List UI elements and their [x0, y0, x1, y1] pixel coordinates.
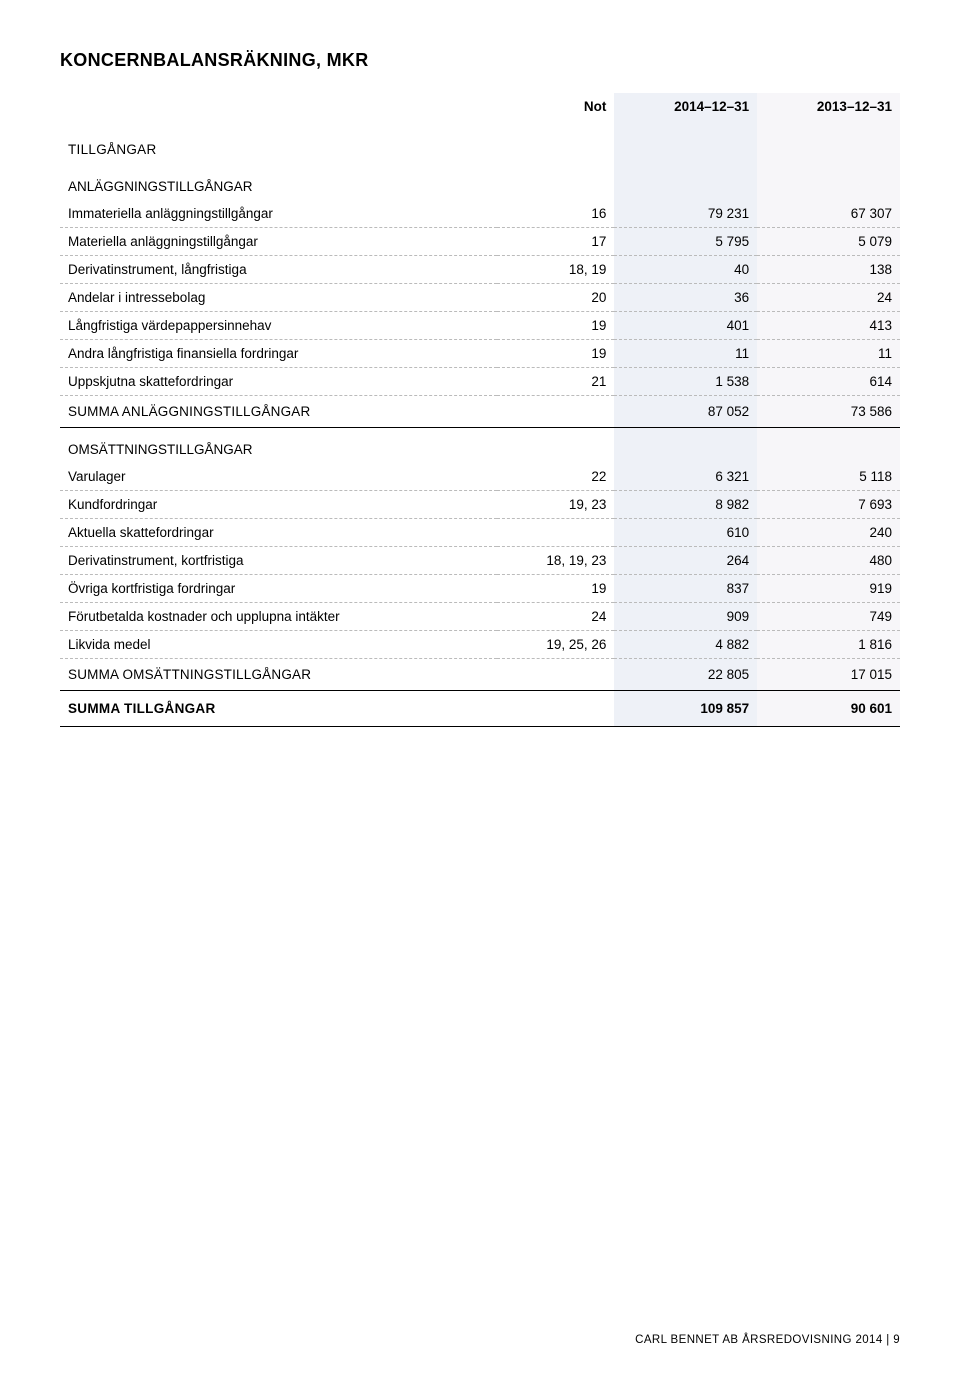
table-header-row: Not 2014–12–31 2013–12–31 — [60, 93, 900, 124]
row-note — [497, 519, 615, 547]
col-header-empty — [60, 93, 497, 124]
row-note: 18, 19 — [497, 256, 615, 284]
row-c1: 837 — [614, 575, 757, 603]
page-footer: CARL BENNET AB ÅRSREDOVISNING 2014 | 9 — [635, 1334, 900, 1346]
row-label: Derivatinstrument, långfristiga — [60, 256, 497, 284]
subhead-oms: OMSÄTTNINGSTILLGÅNGAR — [60, 428, 900, 464]
page-title: KONCERNBALANSRÄKNING, MKR — [60, 50, 900, 71]
col-header-note: Not — [497, 93, 615, 124]
sum-c2: 17 015 — [757, 659, 900, 691]
row-label: Andelar i intressebolag — [60, 284, 497, 312]
row-label: Varulager — [60, 463, 497, 491]
row-c2: 67 307 — [757, 200, 900, 228]
subhead-label: OMSÄTTNINGSTILLGÅNGAR — [60, 428, 497, 464]
sum-c2: 73 586 — [757, 396, 900, 428]
row-c1: 909 — [614, 603, 757, 631]
row-c2: 7 693 — [757, 491, 900, 519]
row-c1: 264 — [614, 547, 757, 575]
balance-table: Not 2014–12–31 2013–12–31 TILLGÅNGAR ANL… — [60, 93, 900, 727]
row-label: Aktuella skattefordringar — [60, 519, 497, 547]
row-c2: 138 — [757, 256, 900, 284]
row-c1: 5 795 — [614, 228, 757, 256]
col-header-2014: 2014–12–31 — [614, 93, 757, 124]
row-label: Materiella anläggningstillgångar — [60, 228, 497, 256]
subhead-label: ANLÄGGNINGSTILLGÅNGAR — [60, 165, 497, 200]
table-row: Materiella anläggningstillgångar 17 5 79… — [60, 228, 900, 256]
row-note: 20 — [497, 284, 615, 312]
section-label: TILLGÅNGAR — [60, 124, 497, 165]
sum-anlagg: SUMMA ANLÄGGNINGSTILLGÅNGAR 87 052 73 58… — [60, 396, 900, 428]
row-c1: 610 — [614, 519, 757, 547]
row-c2: 614 — [757, 368, 900, 396]
row-note: 19, 23 — [497, 491, 615, 519]
row-note: 19, 25, 26 — [497, 631, 615, 659]
table-row: Övriga kortfristiga fordringar 19 837 91… — [60, 575, 900, 603]
row-note: 22 — [497, 463, 615, 491]
row-c1: 6 321 — [614, 463, 757, 491]
row-c1: 4 882 — [614, 631, 757, 659]
row-c2: 5 079 — [757, 228, 900, 256]
row-c1: 1 538 — [614, 368, 757, 396]
row-c2: 749 — [757, 603, 900, 631]
total-row: SUMMA TILLGÅNGAR 109 857 90 601 — [60, 691, 900, 727]
table-row: Derivatinstrument, långfristiga 18, 19 4… — [60, 256, 900, 284]
row-note: 18, 19, 23 — [497, 547, 615, 575]
table-row: Aktuella skattefordringar 610 240 — [60, 519, 900, 547]
row-c1: 8 982 — [614, 491, 757, 519]
total-c1: 109 857 — [614, 691, 757, 727]
table-row: Likvida medel 19, 25, 26 4 882 1 816 — [60, 631, 900, 659]
row-label: Andra långfristiga finansiella fordringa… — [60, 340, 497, 368]
row-c2: 5 118 — [757, 463, 900, 491]
row-label: Uppskjutna skattefordringar — [60, 368, 497, 396]
row-c2: 919 — [757, 575, 900, 603]
table-row: Långfristiga värdepappersinnehav 19 401 … — [60, 312, 900, 340]
section-tillgangar: TILLGÅNGAR — [60, 124, 900, 165]
row-note: 19 — [497, 340, 615, 368]
table-row: Förutbetalda kostnader och upplupna intä… — [60, 603, 900, 631]
total-label: SUMMA TILLGÅNGAR — [60, 691, 497, 727]
row-c1: 40 — [614, 256, 757, 284]
sum-c1: 87 052 — [614, 396, 757, 428]
sum-label: SUMMA ANLÄGGNINGSTILLGÅNGAR — [60, 396, 497, 428]
row-note: 24 — [497, 603, 615, 631]
row-label: Likvida medel — [60, 631, 497, 659]
table-row: Andra långfristiga finansiella fordringa… — [60, 340, 900, 368]
row-label: Långfristiga värdepappersinnehav — [60, 312, 497, 340]
row-label: Kundfordringar — [60, 491, 497, 519]
table-row: Derivatinstrument, kortfristiga 18, 19, … — [60, 547, 900, 575]
row-c2: 480 — [757, 547, 900, 575]
sum-oms: SUMMA OMSÄTTNINGSTILLGÅNGAR 22 805 17 01… — [60, 659, 900, 691]
row-c1: 36 — [614, 284, 757, 312]
row-note: 19 — [497, 312, 615, 340]
row-label: Övriga kortfristiga fordringar — [60, 575, 497, 603]
table-row: Uppskjutna skattefordringar 21 1 538 614 — [60, 368, 900, 396]
balance-sheet-page: KONCERNBALANSRÄKNING, MKR Not 2014–12–31… — [0, 0, 960, 767]
row-label: Förutbetalda kostnader och upplupna intä… — [60, 603, 497, 631]
row-c1: 11 — [614, 340, 757, 368]
table-row: Immateriella anläggningstillgångar 16 79… — [60, 200, 900, 228]
table-row: Varulager 22 6 321 5 118 — [60, 463, 900, 491]
table-row: Andelar i intressebolag 20 36 24 — [60, 284, 900, 312]
row-note: 16 — [497, 200, 615, 228]
row-c2: 413 — [757, 312, 900, 340]
row-c1: 401 — [614, 312, 757, 340]
table-row: Kundfordringar 19, 23 8 982 7 693 — [60, 491, 900, 519]
row-note: 21 — [497, 368, 615, 396]
sum-label: SUMMA OMSÄTTNINGSTILLGÅNGAR — [60, 659, 497, 691]
row-c2: 240 — [757, 519, 900, 547]
row-label: Immateriella anläggningstillgångar — [60, 200, 497, 228]
sum-c1: 22 805 — [614, 659, 757, 691]
col-header-2013: 2013–12–31 — [757, 93, 900, 124]
row-note: 17 — [497, 228, 615, 256]
total-c2: 90 601 — [757, 691, 900, 727]
row-c2: 24 — [757, 284, 900, 312]
row-note: 19 — [497, 575, 615, 603]
subhead-anlagg: ANLÄGGNINGSTILLGÅNGAR — [60, 165, 900, 200]
row-c2: 11 — [757, 340, 900, 368]
row-c2: 1 816 — [757, 631, 900, 659]
row-c1: 79 231 — [614, 200, 757, 228]
row-label: Derivatinstrument, kortfristiga — [60, 547, 497, 575]
